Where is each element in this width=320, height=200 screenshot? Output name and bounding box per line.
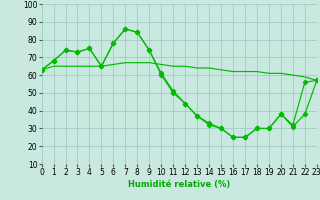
X-axis label: Humidité relative (%): Humidité relative (%) bbox=[128, 180, 230, 189]
